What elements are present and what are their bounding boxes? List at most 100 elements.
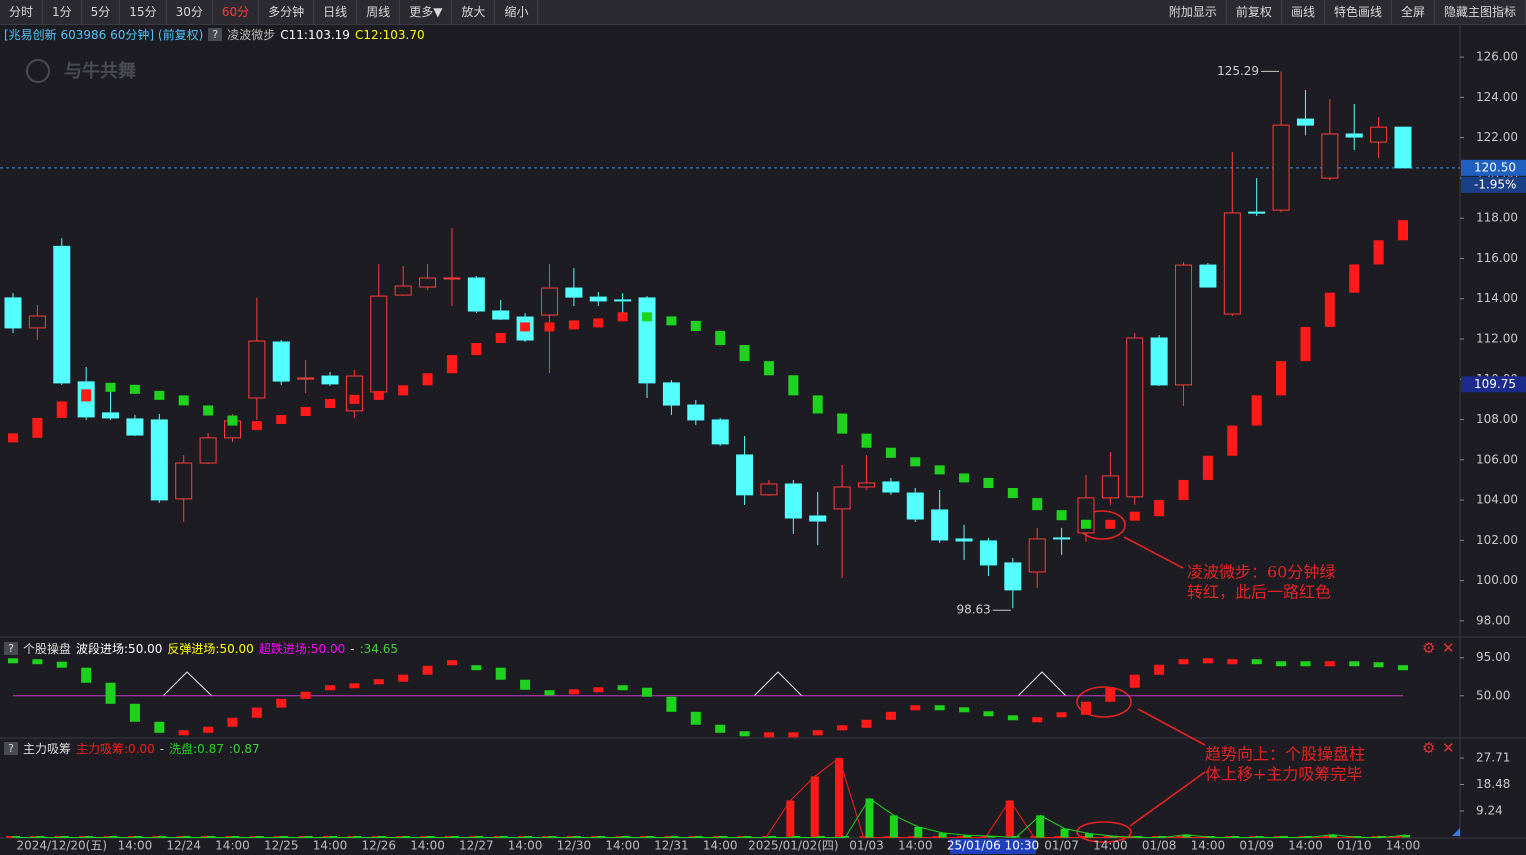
bar <box>1011 836 1020 838</box>
toolbar-button[interactable]: 全屏 <box>1392 0 1435 24</box>
candle-body <box>1370 126 1388 143</box>
bar <box>524 836 533 838</box>
bar <box>1402 835 1410 838</box>
help-icon[interactable]: ? <box>4 642 18 655</box>
close-icon[interactable]: ✕ <box>1442 739 1455 757</box>
toolbar-button[interactable]: 30分 <box>167 0 213 24</box>
step-block <box>1154 664 1165 675</box>
bar <box>323 836 332 838</box>
candle-body <box>979 540 997 566</box>
bar <box>371 836 380 838</box>
toolbar-button[interactable]: 特色画线 <box>1325 0 1392 24</box>
legend-entry: - <box>159 741 165 756</box>
toolbar-button[interactable]: 周线 <box>357 0 401 24</box>
bar <box>548 836 557 838</box>
bar <box>133 836 142 838</box>
toolbar-button[interactable]: 隐藏主图指标 <box>1435 0 1526 24</box>
legend-entry: 反弹进场:50.00 <box>167 642 254 656</box>
bar <box>1249 836 1258 838</box>
bar <box>1371 836 1380 838</box>
indicator-block <box>812 395 823 414</box>
indicator-block <box>1202 455 1213 480</box>
x-tick-label: 12/31 <box>654 839 689 853</box>
candle-body <box>1223 212 1241 315</box>
main-header: [兆易创新 603986 60分钟] (前复权) ? 凌波微步 C11:103.… <box>4 26 425 43</box>
toolbar-button[interactable]: 附加显示 <box>1160 0 1227 24</box>
settings-icon[interactable]: ⚙ <box>1422 739 1436 757</box>
step-block <box>1007 715 1018 721</box>
candle-body <box>443 277 461 280</box>
indicator-block <box>959 473 970 483</box>
y-tick-label: 124.00 <box>1476 90 1518 104</box>
bar <box>987 836 996 838</box>
step-block <box>837 725 848 731</box>
step-block <box>1178 659 1189 665</box>
bar <box>1206 836 1215 838</box>
candle-body <box>467 277 485 312</box>
toolbar-button[interactable]: 前复权 <box>1227 0 1282 24</box>
step-block <box>251 707 262 718</box>
step-block <box>568 689 579 695</box>
toolbar-button[interactable]: 15分 <box>120 0 167 24</box>
change-label: -1.95% <box>1474 177 1516 191</box>
toolbar-button[interactable]: 更多▼ <box>400 0 453 24</box>
settings-icon[interactable]: ⚙ <box>1422 639 1436 657</box>
toolbar-button[interactable]: 60分 <box>213 0 260 24</box>
bar <box>1280 836 1289 838</box>
toolbar-button[interactable]: 缩小 <box>495 0 539 24</box>
step-block <box>983 711 994 717</box>
bar <box>329 836 338 838</box>
candle-body <box>394 285 412 296</box>
bar <box>176 836 185 838</box>
step-block <box>1349 661 1360 667</box>
help-icon[interactable]: ? <box>208 28 223 41</box>
candle-body <box>297 377 315 380</box>
candle-body <box>248 340 266 399</box>
step-block <box>227 717 238 727</box>
indicator-block <box>105 382 116 392</box>
toolbar-button[interactable]: 5分 <box>82 0 121 24</box>
candle-body <box>833 486 851 510</box>
series-line <box>10 757 1400 838</box>
candle-body <box>1126 337 1144 498</box>
toolbar-button[interactable]: 分时 <box>0 0 44 24</box>
bar <box>597 836 606 838</box>
toolbar-button[interactable]: 放大 <box>452 0 496 24</box>
indicator-block <box>593 318 604 328</box>
toolbar-button[interactable]: 1分 <box>43 0 82 24</box>
indicator-block <box>373 390 384 400</box>
close-icon[interactable]: ✕ <box>1442 639 1455 657</box>
candle-body <box>150 419 168 501</box>
toolbar-button[interactable]: 日线 <box>314 0 358 24</box>
x-tick-label: 14:00 <box>1191 839 1226 853</box>
bar <box>810 776 819 838</box>
toolbar-button[interactable]: 多分钟 <box>259 0 315 24</box>
candle-body <box>1150 337 1168 386</box>
step-block <box>544 690 555 696</box>
candle-body <box>126 418 144 436</box>
y-tick-label: 9.24 <box>1476 804 1503 818</box>
x-tick-label: 01/09 <box>1239 839 1274 853</box>
bar <box>158 836 167 838</box>
toolbar-button[interactable]: 画线 <box>1282 0 1325 24</box>
help-icon[interactable]: ? <box>4 742 18 755</box>
indicator-block <box>81 389 92 402</box>
y-tick-label: 116.00 <box>1476 251 1518 265</box>
bar <box>883 836 892 838</box>
x-tick-label: 14:00 <box>1386 839 1421 853</box>
bar <box>1060 828 1069 838</box>
change-box <box>1461 176 1526 193</box>
bar <box>1231 836 1240 838</box>
indicator-block <box>154 390 165 400</box>
indicator-block <box>544 322 555 332</box>
x-tick-label: 12/26 <box>361 839 396 853</box>
legend-entry: 主力吸筹:0.00 <box>76 742 155 756</box>
step-block <box>129 703 140 722</box>
bar <box>786 800 795 838</box>
step-block <box>1105 687 1116 702</box>
step-block <box>422 665 433 675</box>
bar <box>493 836 502 838</box>
y-tick-label: 122.00 <box>1476 130 1518 144</box>
bar <box>938 832 947 838</box>
bar <box>1182 834 1191 838</box>
